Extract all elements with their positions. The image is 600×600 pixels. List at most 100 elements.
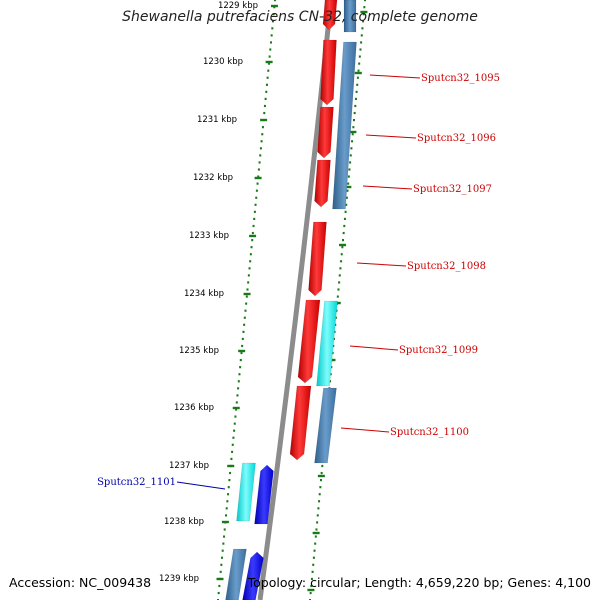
gene-feature [297, 299, 321, 384]
feature-layer [225, 0, 357, 600]
ruler-dot [351, 140, 354, 143]
ruler-dot [357, 69, 360, 72]
ruler-dot [272, 13, 275, 16]
ruler-dot [261, 126, 264, 129]
ruler-dot [251, 239, 254, 242]
ruler-major-tick [328, 358, 336, 362]
gene-label: Sputcn32_1098 [407, 261, 486, 272]
ruler-dot [238, 373, 241, 376]
ruler-dot [222, 542, 225, 545]
ruler-dot [342, 231, 345, 235]
ruler-dot [263, 104, 266, 108]
ruler-dot [243, 316, 246, 319]
ruler-dot [223, 528, 226, 531]
ruler-dot [316, 521, 319, 524]
ruler-dot [255, 189, 258, 192]
gene-feature [314, 387, 337, 464]
ruler-major-tick [317, 474, 325, 478]
gene-leader-line [340, 427, 390, 433]
map-title: Shewanella putrefaciens CN-32, complete … [122, 9, 478, 25]
ruler-dot [318, 500, 321, 503]
ruler-dot [329, 380, 332, 383]
ruler-dot [228, 479, 231, 482]
gene-leader-line [176, 481, 226, 490]
ruler-dot [248, 267, 251, 270]
ruler-dot [249, 260, 252, 263]
ruler-dot [346, 189, 349, 192]
ruler-dot [260, 140, 263, 143]
ruler-dot [255, 196, 258, 199]
ruler-major-tick [265, 60, 273, 64]
ruler-major-tick [243, 292, 251, 296]
ruler-dot [269, 48, 272, 51]
topology-summary: Topology: circular; Length: 4,659,220 bp… [247, 575, 591, 590]
ruler-dot [271, 27, 274, 30]
ruler-dot [241, 344, 244, 348]
tick-label: 1231 kbp [197, 115, 237, 125]
ruler-dot [338, 281, 341, 284]
ruler-dot [253, 217, 256, 221]
ruler-dot [353, 111, 356, 115]
ruler-dot [270, 34, 273, 37]
ruler-dot [349, 161, 352, 164]
gene-feature [320, 39, 337, 106]
gene-feature [225, 548, 247, 600]
ruler-dot [235, 408, 238, 411]
gene-leader-line [365, 134, 417, 139]
ruler-major-tick [270, 4, 278, 8]
ruler-major-tick [238, 349, 246, 353]
ruler-major-tick [339, 243, 347, 247]
ruler-dot [226, 500, 229, 503]
gene-label: Sputcn32_1101 [97, 477, 176, 488]
gene-feature [308, 221, 327, 297]
ruler-dot [256, 182, 259, 185]
ruler-dot [230, 457, 233, 461]
ruler-dot [337, 288, 340, 291]
tick-label: 1239 kbp [159, 574, 199, 584]
ruler-dot [247, 281, 250, 284]
ruler-dot [235, 401, 238, 404]
ruler-dot [231, 443, 234, 446]
ruler-dot [221, 556, 224, 559]
ruler-dot [232, 436, 235, 439]
ruler-dot [271, 20, 274, 23]
ruler-dot [227, 493, 230, 496]
ruler-dot [247, 274, 250, 277]
ruler-dot [356, 83, 359, 86]
gene-label: Sputcn32_1100 [390, 427, 469, 438]
ruler-dot [239, 366, 242, 369]
ruler-dot [340, 260, 343, 263]
ruler-dot [317, 507, 320, 510]
ruler-dot [362, 20, 365, 23]
ruler-dot [265, 83, 268, 86]
ruler-dot [259, 147, 262, 150]
ruler-dot [245, 302, 248, 305]
ruler-dot [338, 274, 341, 277]
ruler-dot [244, 309, 247, 312]
ruler-dot [358, 62, 361, 65]
label-layer: Sputcn32_1095 Sputcn32_1096 Sputcn32_1097 S… [97, 73, 500, 490]
ruler-dot [354, 97, 357, 101]
ruler-dot [314, 542, 317, 545]
gene-label: Sputcn32_1097 [413, 184, 492, 195]
ruler-dot [352, 126, 355, 129]
ruler-dot [233, 429, 236, 432]
ruler-dot [343, 224, 346, 228]
ruler-dot [329, 373, 332, 376]
ruler-dot [355, 90, 358, 93]
ruler-dot [246, 288, 249, 291]
ruler-dot [253, 210, 256, 213]
genome-backbone [257, 0, 334, 600]
gene-feature [343, 0, 357, 33]
gene-feature [332, 41, 357, 210]
ruler-dot [318, 493, 321, 496]
ruler-dot [269, 41, 272, 44]
ruler-dot [259, 154, 262, 157]
ruler-dot [315, 528, 318, 531]
ruler-major-tick [344, 185, 352, 189]
ruler-dot [347, 175, 350, 178]
tick-label: 1238 kbp [164, 517, 204, 527]
ruler-dot [312, 556, 315, 559]
ruler-dot [233, 422, 236, 425]
ruler-dot [311, 570, 314, 573]
